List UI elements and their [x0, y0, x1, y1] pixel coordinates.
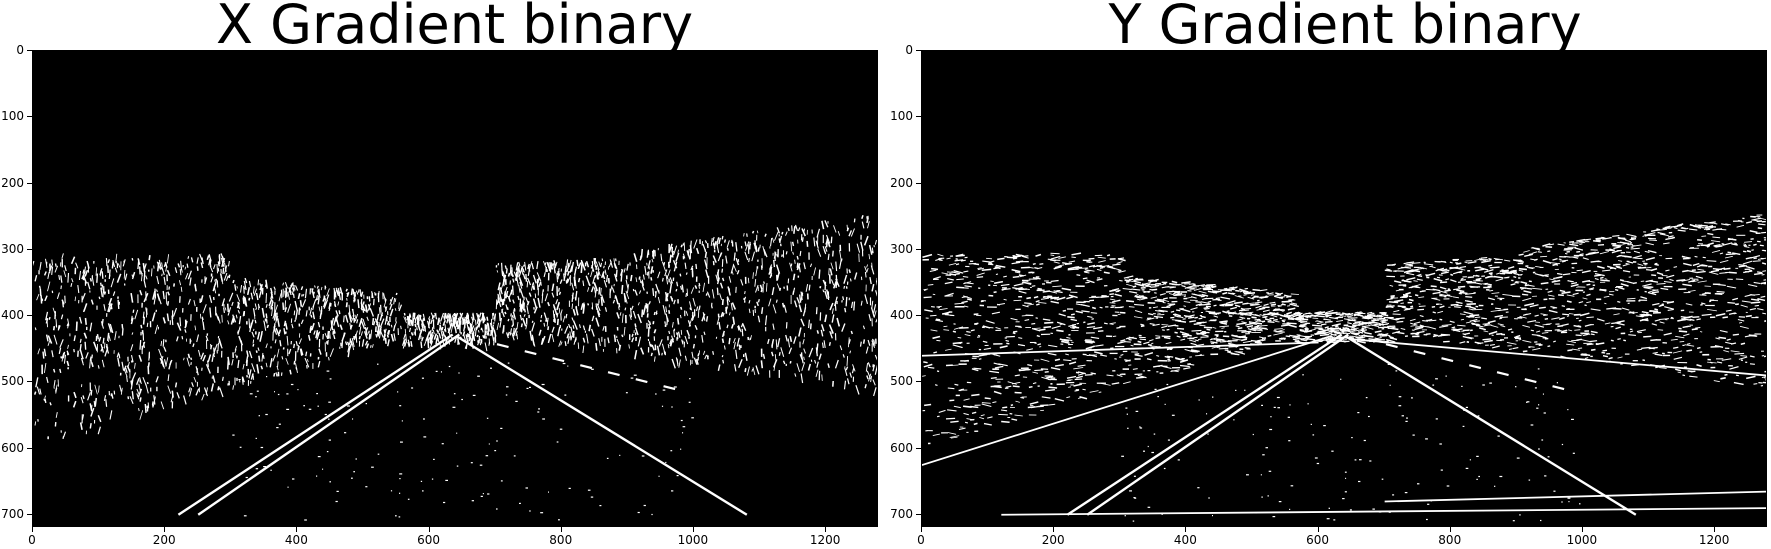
x-tick-mark: [921, 527, 922, 532]
x-tick-label: 0: [28, 533, 36, 547]
x-tick-label: 200: [1041, 533, 1065, 547]
binary-image-y-gradient: [921, 50, 1767, 527]
x-tick-mark: [1581, 527, 1583, 532]
x-tick-label: 400: [1173, 533, 1197, 547]
y-tick-label: 300: [890, 241, 913, 256]
x-tick-mark: [164, 527, 166, 532]
y-tick-label: 400: [1, 308, 24, 322]
x-tick-label: 600: [417, 533, 441, 547]
y-tick-mark: [916, 50, 921, 51]
edge-map: [922, 214, 1766, 522]
x-tick-mark: [296, 527, 298, 532]
y-tick-label: 0: [16, 43, 24, 57]
x-tick-mark: [1714, 527, 1716, 532]
y-tick-mark: [916, 182, 921, 184]
x-tick-mark: [692, 527, 694, 532]
y-tick-mark: [27, 182, 32, 184]
x-tick-mark: [825, 527, 827, 532]
y-tick-mark: [27, 116, 32, 118]
x-tick-label: 1200: [1698, 533, 1730, 547]
y-tick-mark: [27, 315, 32, 316]
x-tick-label: 200: [152, 533, 176, 547]
x-tick-mark: [1185, 527, 1187, 532]
y-tick-label: 600: [890, 440, 913, 455]
x-tick-mark: [560, 527, 562, 532]
y-tick-mark: [916, 248, 921, 250]
y-tick-mark: [916, 381, 921, 383]
y-tick-mark: [916, 315, 921, 316]
y-tick-mark: [916, 116, 921, 118]
edge-map: [33, 215, 877, 521]
x-tick-mark: [1449, 527, 1451, 532]
y-tick-mark: [27, 50, 32, 51]
y-tick-mark: [27, 513, 32, 515]
x-tick-label: 1000: [1566, 533, 1598, 547]
y-tick-label: 700: [1, 506, 24, 521]
y-tick-mark: [27, 381, 32, 383]
y-tick-label: 600: [1, 440, 24, 455]
y-tick-mark: [916, 513, 921, 515]
y-tick-label: 500: [1, 374, 24, 389]
y-tick-mark: [27, 447, 32, 449]
panel-title: Y Gradient binary: [1108, 0, 1582, 56]
y-tick-label: 100: [890, 109, 913, 124]
panel-y-gradient: Y Gradient binary 0 100 200 300 400 500 600 700…: [885, 0, 1771, 549]
y-tick-label: 400: [890, 308, 913, 322]
x-tick-mark: [1053, 527, 1055, 532]
x-tick-label: 400: [284, 533, 308, 547]
x-tick-label: 800: [1438, 533, 1462, 547]
x-tick-mark: [32, 527, 33, 532]
x-tick-mark: [1317, 527, 1319, 532]
y-tick-mark: [916, 447, 921, 449]
y-tick-label: 200: [1, 175, 24, 190]
x-tick-label: 1200: [809, 533, 841, 547]
y-tick-label: 500: [890, 374, 913, 389]
x-tick-label: 1000: [677, 533, 709, 547]
x-tick-label: 800: [549, 533, 573, 547]
y-tick-mark: [27, 248, 32, 250]
panel-x-gradient: X Gradient binary 0 100 200 300 400 500 600 700…: [0, 0, 885, 549]
binary-image-x-gradient: [32, 50, 878, 527]
y-tick-label: 200: [890, 175, 913, 190]
panel-title: X Gradient binary: [215, 0, 694, 56]
y-tick-label: 100: [1, 109, 24, 124]
x-tick-label: 0: [917, 533, 925, 547]
x-tick-mark: [428, 527, 430, 532]
y-tick-label: 700: [890, 506, 913, 521]
y-tick-label: 300: [1, 241, 24, 256]
y-tick-label: 0: [905, 43, 913, 57]
x-tick-label: 600: [1306, 533, 1330, 547]
